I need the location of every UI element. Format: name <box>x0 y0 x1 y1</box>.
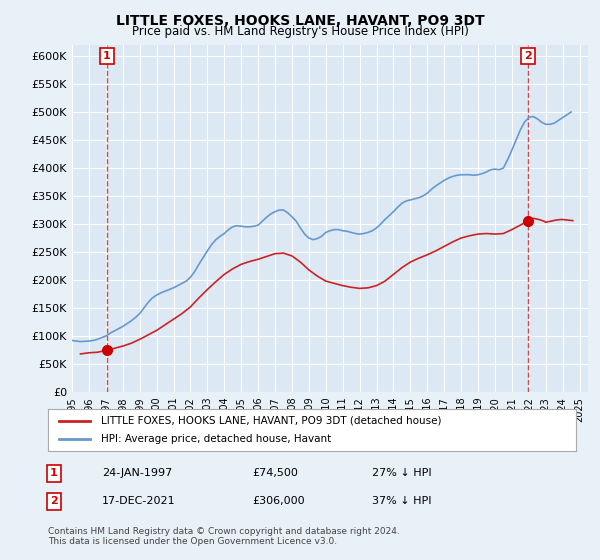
Text: £306,000: £306,000 <box>252 496 305 506</box>
Text: Price paid vs. HM Land Registry's House Price Index (HPI): Price paid vs. HM Land Registry's House … <box>131 25 469 38</box>
Text: 1: 1 <box>103 51 111 61</box>
Text: LITTLE FOXES, HOOKS LANE, HAVANT, PO9 3DT (detached house): LITTLE FOXES, HOOKS LANE, HAVANT, PO9 3D… <box>101 416 442 426</box>
Text: 37% ↓ HPI: 37% ↓ HPI <box>372 496 431 506</box>
Text: 2: 2 <box>524 51 532 61</box>
Text: LITTLE FOXES, HOOKS LANE, HAVANT, PO9 3DT: LITTLE FOXES, HOOKS LANE, HAVANT, PO9 3D… <box>116 14 484 28</box>
Text: HPI: Average price, detached house, Havant: HPI: Average price, detached house, Hava… <box>101 434 331 444</box>
Text: 27% ↓ HPI: 27% ↓ HPI <box>372 468 431 478</box>
Text: 24-JAN-1997: 24-JAN-1997 <box>102 468 172 478</box>
Text: 17-DEC-2021: 17-DEC-2021 <box>102 496 176 506</box>
Text: 1: 1 <box>50 468 58 478</box>
Text: £74,500: £74,500 <box>252 468 298 478</box>
Text: 2: 2 <box>50 496 58 506</box>
Text: Contains HM Land Registry data © Crown copyright and database right 2024.
This d: Contains HM Land Registry data © Crown c… <box>48 526 400 546</box>
